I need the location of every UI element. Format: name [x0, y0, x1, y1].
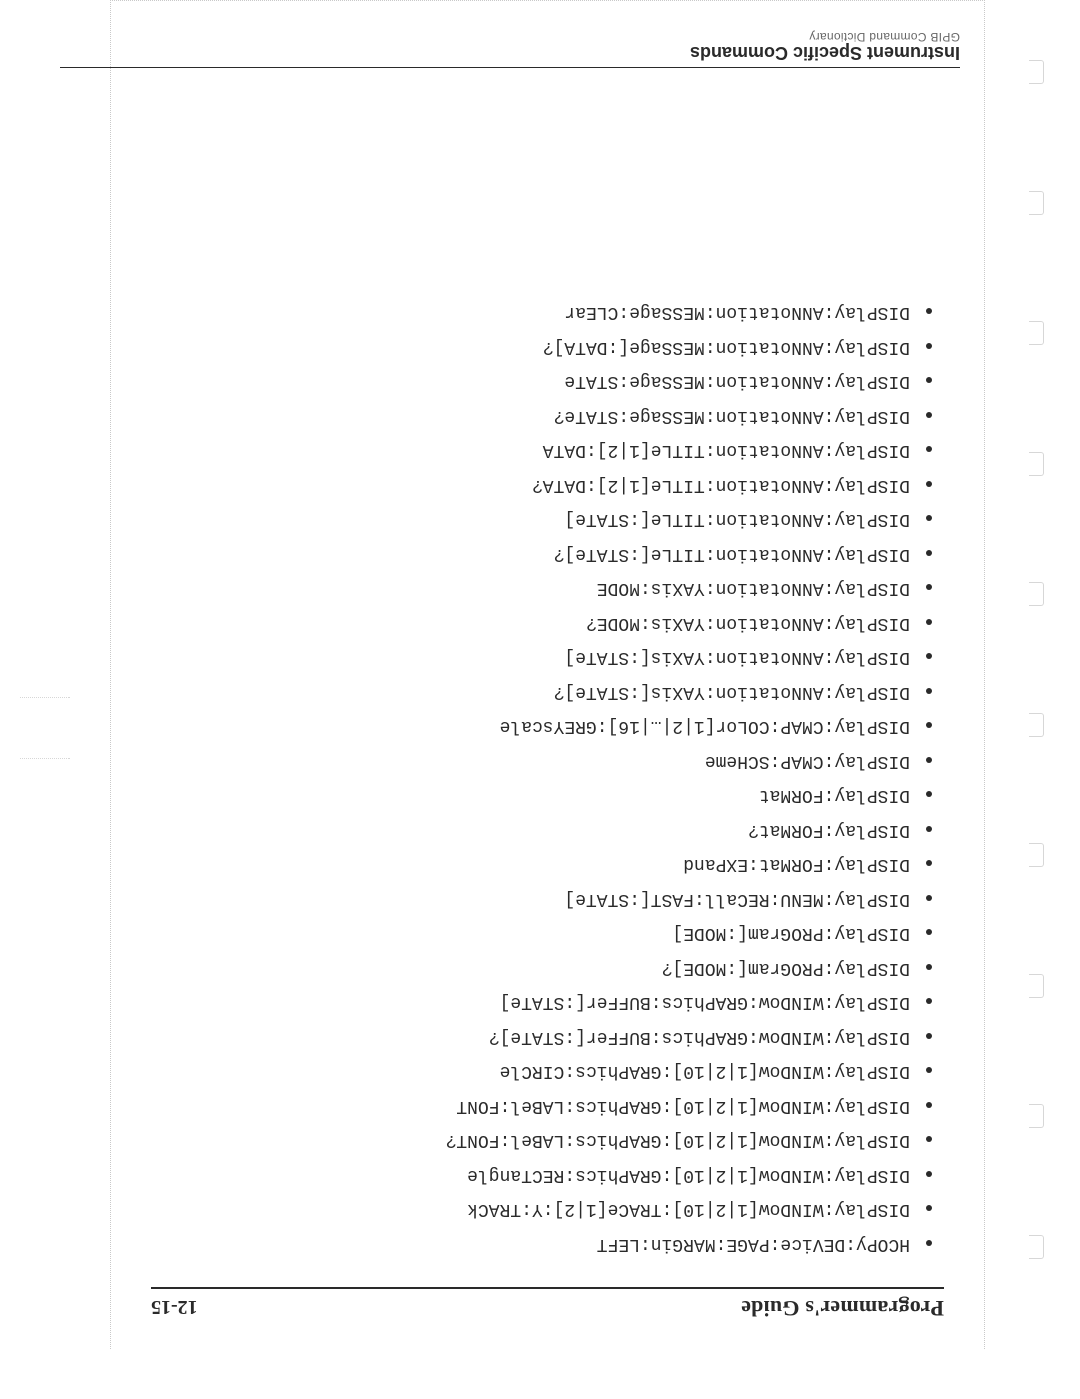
- list-item: DISPlay:ANNotation:YAXis:MODE?: [151, 614, 938, 632]
- list-item: DISPlay:ANNotation:MESSage:STATe?: [151, 407, 938, 425]
- list-item: DISPlay:ANNotation:YAXis:MODE: [151, 580, 938, 598]
- scanned-page: Programmer's Guide 12-15 HCOPy:DEVice:PA…: [0, 0, 1080, 1399]
- binder-holes: [1020, 60, 1044, 1259]
- list-item: DISPlay:FORMat?: [151, 821, 938, 839]
- edge-scan-artifact: [20, 697, 70, 759]
- list-item: DISPlay:ANNotation:YAXis[:STATe]: [151, 649, 938, 667]
- list-item: DISPlay:WINDow[1|2|10]:GRAPhics:LABel:FO…: [151, 1132, 938, 1150]
- content-frame: Programmer's Guide 12-15 HCOPy:DEVice:PA…: [110, 0, 985, 1349]
- list-item: DISPlay:PROGram[:MODE]: [151, 925, 938, 943]
- list-item: DISPlay:WINDow:GRAPhics:BUFFer[:STATe]: [151, 994, 938, 1012]
- list-item: DISPlay:PROGram[:MODE]?: [151, 959, 938, 977]
- page-footer: Instrument Specific Commands GPIB Comman…: [60, 30, 960, 68]
- header-title: Programmer's Guide: [741, 1295, 944, 1321]
- list-item: DISPlay:WINDow[1|2|10]:GRAPhics:CIRCle: [151, 1063, 938, 1081]
- list-item: DISPlay:ANNotation:TITLe[1|2]:DATA?: [151, 476, 938, 494]
- page-header: Programmer's Guide 12-15: [151, 1287, 944, 1321]
- list-item: DISPlay:CMAP:COLor[1|2|…|16]:GREYscale: [151, 718, 938, 736]
- footer-title: Instrument Specific Commands: [60, 42, 960, 63]
- list-item: DISPlay:WINDow[1|2|10]:GRAPhics:RECTangl…: [151, 1166, 938, 1184]
- list-item: DISPlay:FORMat: [151, 787, 938, 805]
- list-item: DISPlay:WINDow:GRAPhics:BUFFer[:STATe]?: [151, 1028, 938, 1046]
- list-item: DISPlay:ANNotation:TITLe[:STATe]?: [151, 545, 938, 563]
- list-item: DISPlay:ANNotation:YAXis[:STATe]?: [151, 683, 938, 701]
- page-number: 12-15: [151, 1295, 198, 1318]
- list-item: DISPlay:ANNotation:MESSage:CLEar: [151, 304, 938, 322]
- command-list: HCOPy:DEVice:PAGE:MARGin:LEFT DISPlay:WI…: [151, 304, 944, 1254]
- list-item: DISPlay:MENU:RECall:FAST[:STATe]: [151, 890, 938, 908]
- list-item: DISPlay:ANNotation:TITLe[1|2]:DATA: [151, 442, 938, 460]
- list-item: DISPlay:FORMat:EXPand: [151, 856, 938, 874]
- list-item: DISPlay:WINDow[1|2|10]:TRACe[1|2]:Y:TRAC…: [151, 1201, 938, 1219]
- footer-rule: [60, 67, 960, 68]
- list-item: DISPlay:ANNotation:MESSage:STATe: [151, 373, 938, 391]
- list-item: DISPlay:ANNotation:TITLe[:STATe]: [151, 511, 938, 529]
- list-item: DISPlay:WINDow[1|2|10]:GRAPhics:LABel:FO…: [151, 1097, 938, 1115]
- list-item: HCOPy:DEVice:PAGE:MARGin:LEFT: [151, 1235, 938, 1253]
- list-item: DISPlay:CMAP:SCHeme: [151, 752, 938, 770]
- footer-subtitle: GPIB Command Dictionary: [60, 30, 960, 44]
- list-item: DISPlay:ANNotation:MESSage[:DATA]?: [151, 338, 938, 356]
